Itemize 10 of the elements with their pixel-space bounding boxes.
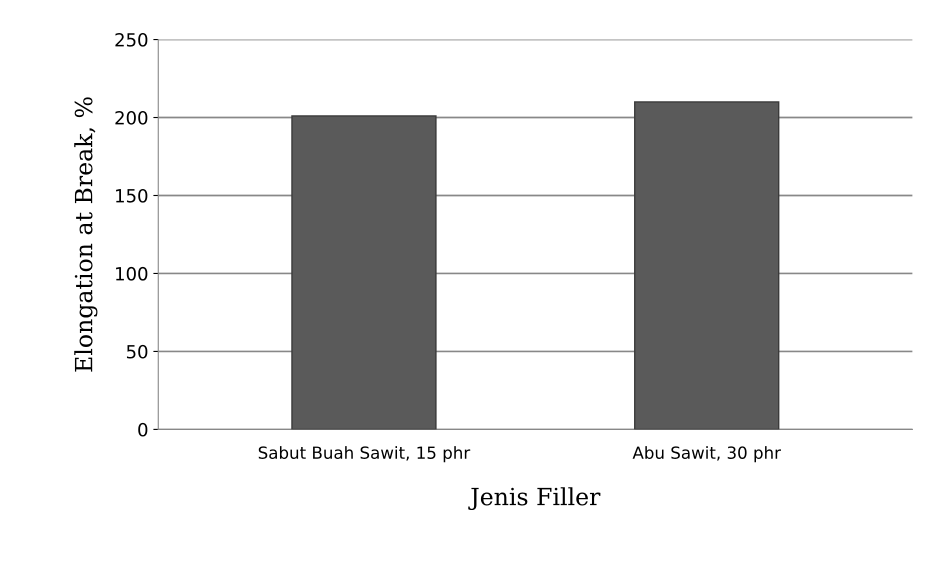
y-tick-label: 0	[138, 422, 148, 437]
x-tick-label: Sabut Buah Sawit, 15 phr	[258, 446, 470, 462]
y-tick-label: 100	[116, 266, 148, 281]
x-tick-label: Abu Sawit, 30 phr	[632, 446, 781, 462]
y-tick-label: 250	[115, 33, 148, 47]
y-axis-title: Elongation at Break, %	[74, 97, 98, 372]
y-tick-label: 150	[116, 188, 148, 203]
y-tick-label: 50	[126, 344, 148, 359]
y-tick-label: 200	[115, 110, 148, 125]
x-axis-title: Jenis Filler	[468, 487, 600, 510]
